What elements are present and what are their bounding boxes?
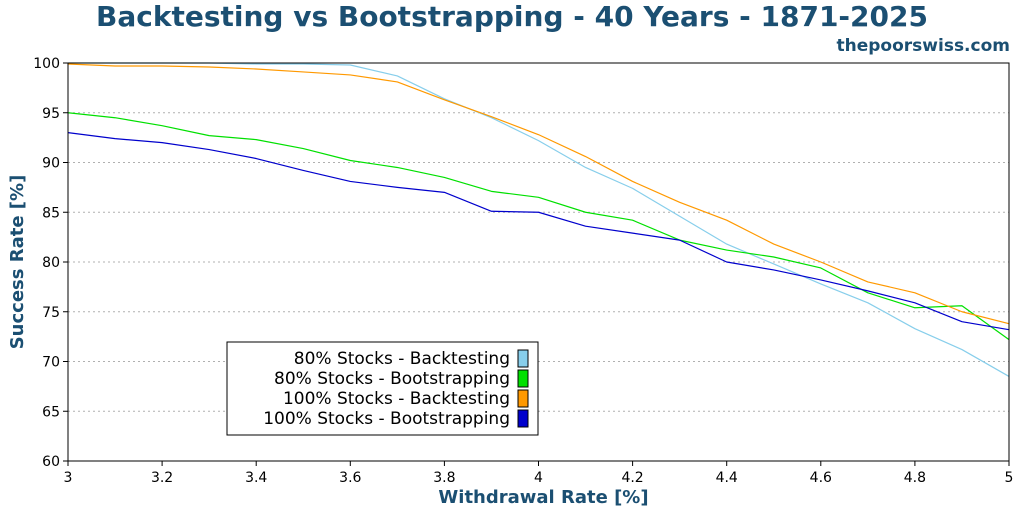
legend-label: 80% Stocks - Bootstrapping (274, 369, 510, 389)
x-tick-label: 5 (1005, 470, 1014, 486)
legend-swatch (517, 389, 529, 408)
y-tick-label: 95 (42, 106, 60, 122)
x-tick-label: 3.8 (433, 470, 455, 486)
y-tick-label: 60 (42, 454, 60, 470)
legend-swatch (517, 409, 529, 428)
x-tick-label: 4 (534, 470, 543, 486)
legend-label: 100% Stocks - Bootstrapping (263, 409, 510, 429)
y-tick-label: 80 (42, 255, 60, 271)
y-axis-title: Success Rate [%] (7, 175, 28, 350)
x-tick-label: 3 (64, 470, 73, 486)
y-tick-label: 85 (42, 205, 60, 221)
x-tick-label: 4.2 (621, 470, 643, 486)
x-tick-label: 3.6 (339, 470, 361, 486)
x-axis-title: Withdrawal Rate [%] (438, 487, 648, 508)
legend-swatch (517, 349, 529, 368)
x-tick-label: 3.2 (151, 470, 173, 486)
legend-swatch (517, 369, 529, 388)
series-line (68, 62, 1010, 377)
y-tick-label: 90 (42, 156, 60, 172)
series-line (67, 63, 1010, 325)
y-tick-label: 65 (42, 404, 60, 420)
series-line (67, 112, 1010, 341)
watermark: thepoorswiss.com (836, 36, 1011, 56)
x-tick-label: 4.6 (810, 470, 832, 486)
y-tick-label: 70 (42, 355, 60, 371)
y-tick-label: 100 (33, 56, 60, 72)
x-tick-label: 4.4 (716, 470, 738, 486)
legend-box (226, 341, 539, 436)
x-tick-label: 3.4 (245, 470, 267, 486)
legend-label: 80% Stocks - Backtesting (294, 349, 510, 369)
series-line (67, 132, 1010, 331)
y-tick-label: 75 (42, 305, 60, 321)
legend-label: 100% Stocks - Backtesting (283, 389, 510, 409)
chart-title: Backtesting vs Bootstrapping - 40 Years … (96, 0, 928, 33)
x-tick-label: 4.8 (904, 470, 926, 486)
